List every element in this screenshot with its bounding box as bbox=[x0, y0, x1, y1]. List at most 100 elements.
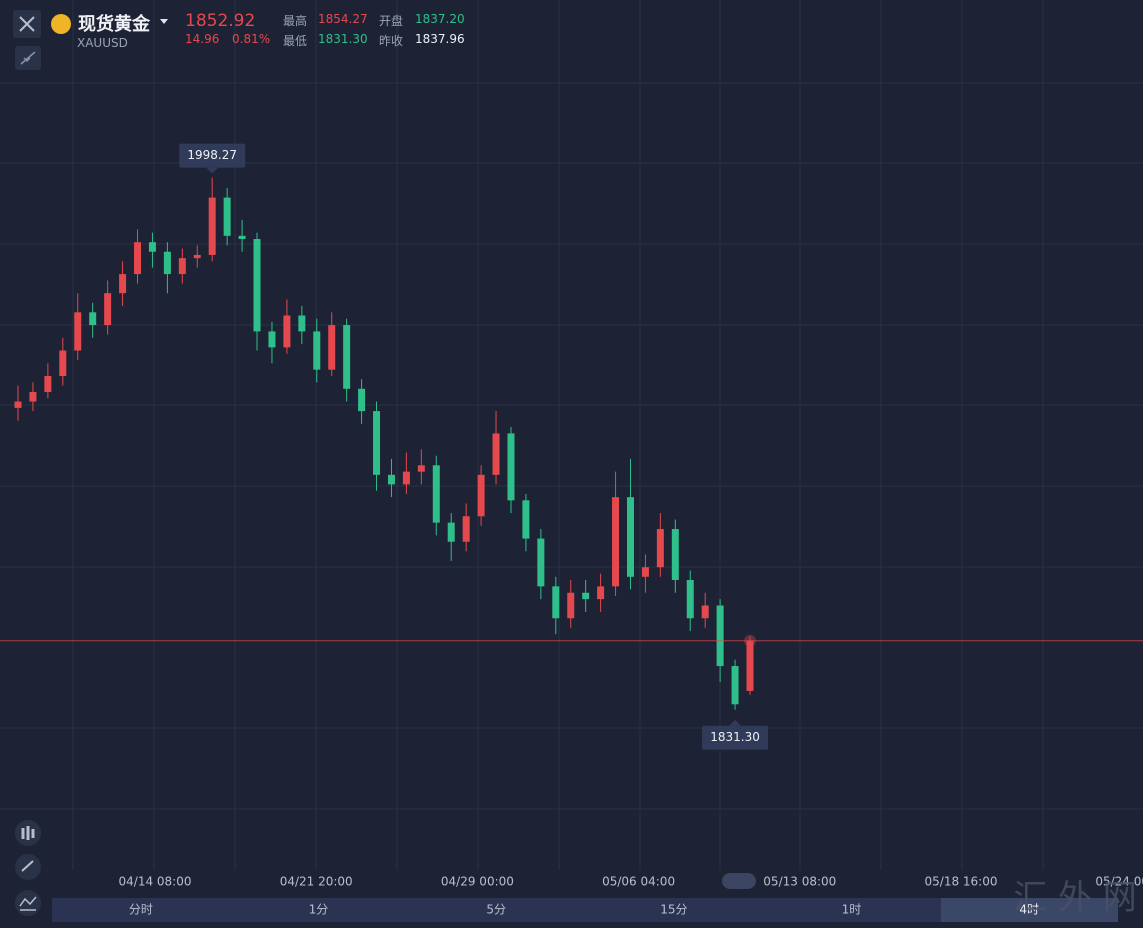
stat-label: 开盘 bbox=[379, 14, 404, 28]
candle-body bbox=[223, 197, 231, 236]
candle-body bbox=[298, 315, 306, 332]
candle-body bbox=[492, 433, 500, 475]
candle-body bbox=[612, 497, 620, 587]
candle-body bbox=[358, 388, 366, 412]
candle-body bbox=[716, 605, 724, 667]
x-tick-label: 05/13 08:00 bbox=[763, 875, 836, 889]
annotation-box bbox=[702, 725, 769, 750]
x-tick-label: 04/21 20:00 bbox=[280, 875, 353, 889]
candle-body bbox=[671, 529, 679, 580]
candles bbox=[14, 177, 754, 710]
annotation-pointer bbox=[729, 719, 742, 726]
candle-body bbox=[14, 401, 22, 408]
stat-value: 1854.27 bbox=[318, 12, 368, 26]
scroll-handle[interactable] bbox=[722, 873, 756, 889]
annotation-label: 1831.30 bbox=[710, 730, 760, 744]
stat-value: 1837.20 bbox=[415, 12, 465, 26]
price: 1852.92 bbox=[185, 11, 256, 31]
stat-value: 1831.30 bbox=[318, 32, 368, 46]
close-icon bbox=[19, 16, 35, 32]
candle-body bbox=[582, 592, 590, 600]
candle-body bbox=[148, 242, 156, 252]
candle-body bbox=[626, 497, 634, 577]
candle-body bbox=[74, 312, 82, 351]
candle-body bbox=[328, 325, 336, 370]
stat-label: 最低 bbox=[283, 34, 308, 48]
candle-body bbox=[567, 592, 575, 619]
candle-body bbox=[701, 605, 709, 619]
candle-body bbox=[597, 586, 605, 600]
symbol: XAUUSD bbox=[77, 36, 128, 50]
candle-body bbox=[522, 500, 530, 539]
candle-body bbox=[163, 251, 171, 275]
x-tick-label: 05/18 16:00 bbox=[925, 875, 998, 889]
candle-body bbox=[373, 411, 381, 475]
tab[interactable]: 分时 bbox=[129, 903, 153, 917]
gold-icon bbox=[51, 14, 71, 34]
candle-body bbox=[44, 376, 52, 392]
tab[interactable]: 4时 bbox=[1019, 903, 1039, 917]
stat-value: 1837.96 bbox=[415, 32, 465, 46]
candle-body bbox=[313, 331, 321, 370]
candle-body bbox=[29, 391, 37, 402]
candle-body bbox=[537, 538, 545, 587]
x-tick-label: 04/14 08:00 bbox=[119, 875, 192, 889]
candle-body bbox=[477, 474, 485, 517]
candle-body bbox=[119, 274, 127, 294]
candle-body bbox=[89, 312, 97, 326]
candle-body bbox=[343, 325, 351, 389]
tab[interactable]: 15分 bbox=[660, 903, 687, 917]
candle-body bbox=[552, 586, 560, 619]
candle-body bbox=[417, 465, 425, 472]
candle-body bbox=[253, 239, 261, 332]
line-icon bbox=[19, 896, 37, 911]
candle-body bbox=[268, 331, 276, 348]
header: 现货黄金 XAUUSD 1852.92 14.96 0.81% 最高 1854.… bbox=[0, 0, 600, 60]
candle-body bbox=[432, 465, 440, 523]
annotation-pointer bbox=[206, 167, 219, 174]
candle-body bbox=[462, 516, 470, 542]
stat-label: 最高 bbox=[283, 14, 308, 28]
candle-body bbox=[402, 471, 410, 485]
candle-body bbox=[283, 315, 291, 348]
candle-body bbox=[656, 529, 664, 568]
tab-bar bbox=[52, 898, 1118, 922]
candle-body bbox=[641, 567, 649, 577]
candle-body bbox=[104, 293, 112, 326]
dropdown-arrow[interactable] bbox=[160, 19, 168, 24]
change-pct: 0.81% bbox=[232, 32, 271, 46]
tab-selected bbox=[941, 898, 1118, 922]
x-tick-label: 05/24 00 bbox=[1095, 875, 1143, 889]
current-price-glow bbox=[744, 634, 756, 647]
candle-body bbox=[134, 242, 142, 275]
tab[interactable]: 1分 bbox=[309, 903, 329, 917]
candle-icon bbox=[21, 826, 35, 840]
candle-body bbox=[731, 666, 739, 705]
x-tick-label: 04/29 00:00 bbox=[441, 875, 514, 889]
candle-body bbox=[178, 258, 186, 275]
candle-body bbox=[59, 350, 67, 377]
stat-label: 昨收 bbox=[379, 34, 404, 48]
watermark: 汇 外 网 bbox=[1013, 878, 1137, 918]
candle-body bbox=[447, 522, 455, 542]
x-tick-label: 05/06 04:00 bbox=[602, 875, 675, 889]
draw-button[interactable] bbox=[15, 854, 41, 880]
tab[interactable]: 5分 bbox=[486, 903, 506, 917]
change: 14.96 bbox=[185, 32, 220, 46]
candle-body bbox=[507, 433, 515, 501]
tab[interactable]: 1时 bbox=[842, 903, 862, 917]
candle-body bbox=[686, 580, 694, 619]
pencil-icon bbox=[21, 860, 34, 872]
candle-body bbox=[387, 474, 395, 485]
collapse-icon bbox=[20, 51, 36, 65]
candle-body bbox=[193, 254, 201, 259]
title: 现货黄金 bbox=[78, 14, 150, 35]
candle-body bbox=[208, 197, 216, 255]
candle-body bbox=[238, 235, 246, 240]
annotation-box bbox=[179, 143, 246, 168]
candle-body bbox=[746, 640, 754, 691]
annotation-label: 1998.27 bbox=[187, 148, 237, 162]
